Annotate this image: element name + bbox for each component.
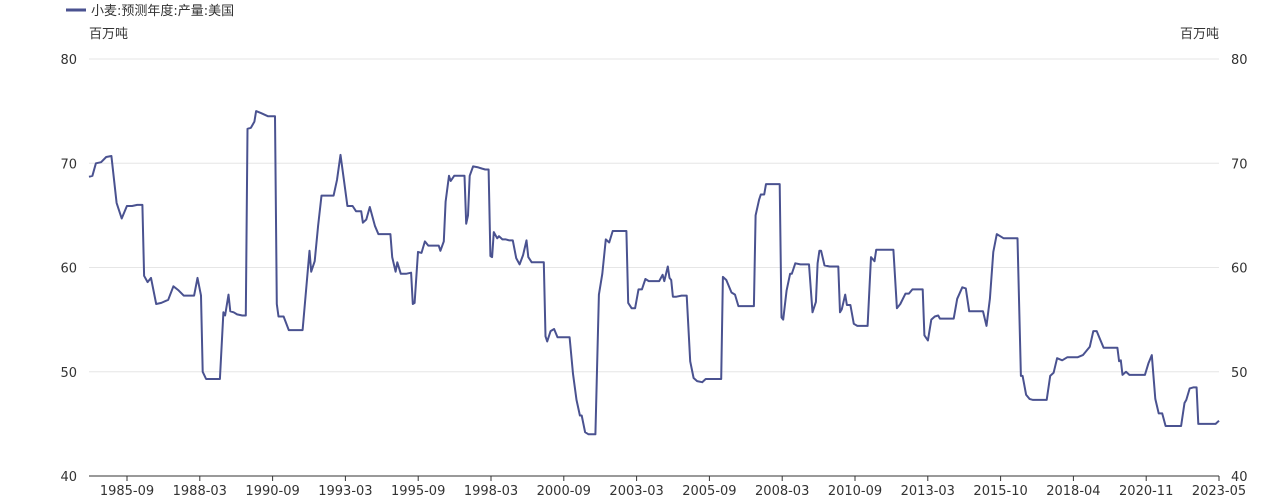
y-tick-label-right: 70 xyxy=(1231,157,1248,172)
y-tick-label-right: 60 xyxy=(1231,262,1248,277)
legend[interactable]: 小麦:预测年度:产量:美国 xyxy=(66,3,234,19)
y-tick-label-left: 80 xyxy=(60,53,77,68)
y-unit-right: 百万吨 xyxy=(1180,27,1219,42)
x-tick-label: 2013-03 xyxy=(901,484,955,499)
x-tick-label: 1990-09 xyxy=(245,484,299,499)
x-tick-label: 1995-09 xyxy=(391,484,445,499)
x-tick-label: 2000-09 xyxy=(537,484,591,499)
y-tick-label-right: 40 xyxy=(1231,470,1248,485)
x-tick-label: 2023-05 xyxy=(1192,484,1246,499)
y-unit-left: 百万吨 xyxy=(89,27,128,42)
gridlines xyxy=(89,58,1219,477)
x-tick-label: 2003-03 xyxy=(609,484,663,499)
x-tick-label: 2015-10 xyxy=(973,484,1027,499)
x-tick-label: 1993-03 xyxy=(318,484,372,499)
x-tick-label: 2005-09 xyxy=(682,484,736,499)
x-tick-label: 2020-11 xyxy=(1119,484,1173,499)
series-line xyxy=(88,110,1220,436)
y-tick-label-left: 40 xyxy=(60,470,77,485)
x-tick-label: 2018-04 xyxy=(1046,484,1100,499)
x-tick-label: 1998-03 xyxy=(464,484,518,499)
x-tick-label: 2010-09 xyxy=(828,484,882,499)
y-axis-right: 40 50 60 70 80 xyxy=(1231,53,1248,485)
y-tick-label-left: 70 xyxy=(60,157,77,172)
y-tick-label-left: 60 xyxy=(60,262,77,277)
y-axis-left: 40 50 60 70 80 xyxy=(60,53,77,485)
x-tick-label: 1988-03 xyxy=(173,484,227,499)
x-tick-label: 1985-09 xyxy=(100,484,154,499)
x-axis: 1985-09 1988-03 1990-09 1993-03 1995-09 1998-… xyxy=(100,476,1246,499)
y-tick-label-right: 80 xyxy=(1231,53,1248,68)
y-tick-label-left: 50 xyxy=(60,366,77,381)
y-tick-label-right: 50 xyxy=(1231,366,1248,381)
legend-label: 小麦:预测年度:产量:美国 xyxy=(91,3,234,19)
x-tick-label: 2008-03 xyxy=(755,484,809,499)
